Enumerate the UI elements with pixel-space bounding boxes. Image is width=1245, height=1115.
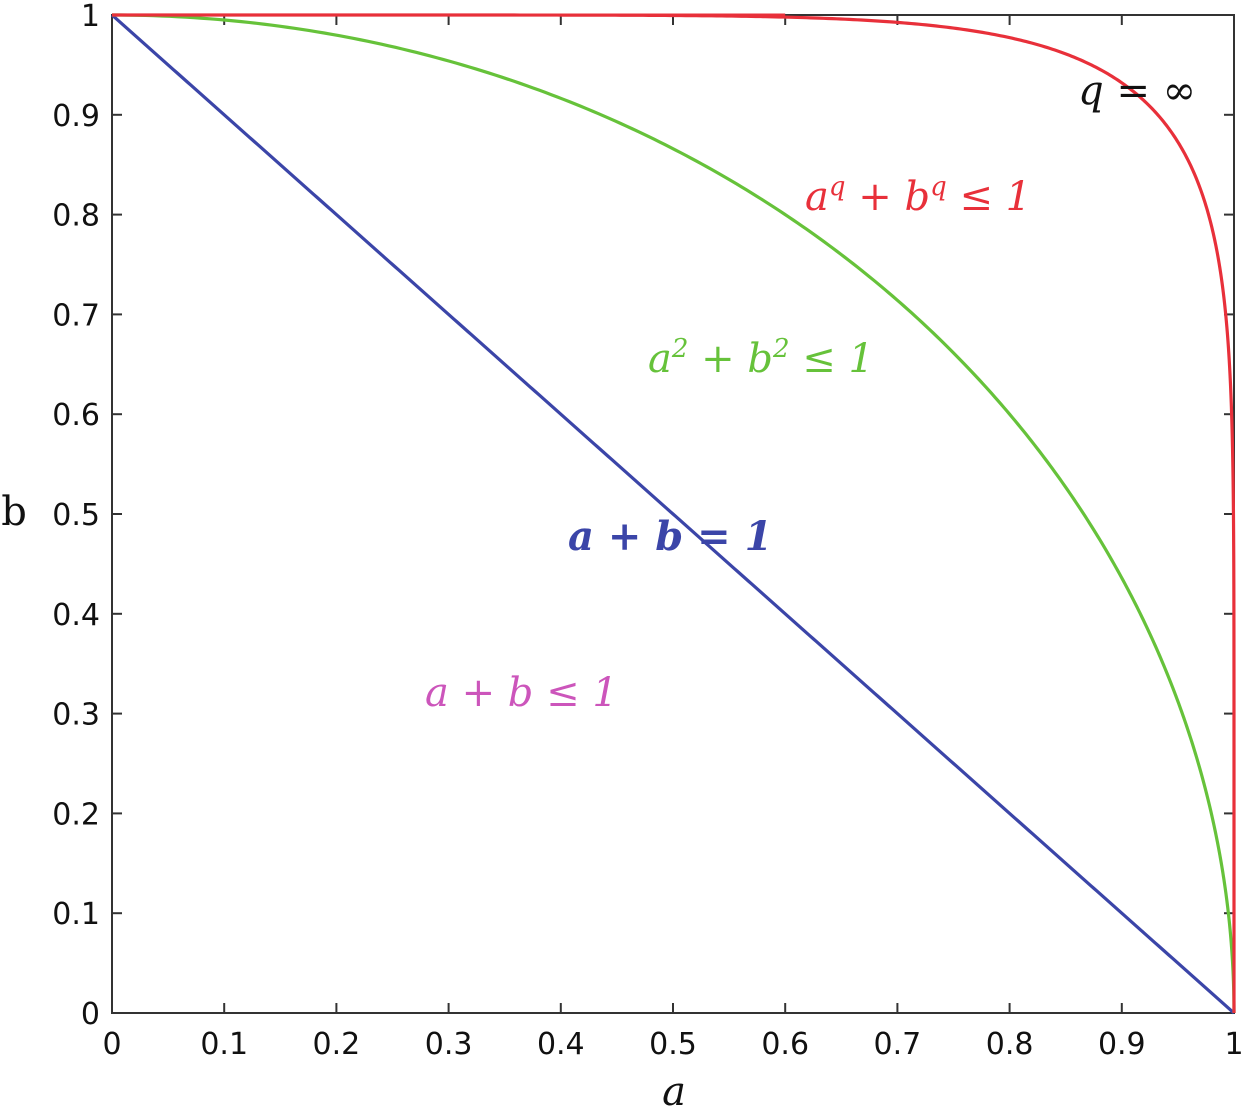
x-tick-label: 0.9 [1098, 1027, 1146, 1062]
y-tick-label: 0 [81, 997, 100, 1032]
annotation-line-equality: a + b = 1 [568, 513, 772, 560]
x-tick-label: 0.4 [537, 1027, 585, 1062]
y-tick-label: 0.4 [52, 598, 100, 633]
x-tick-label: 0.5 [649, 1027, 697, 1062]
annotation-l1-region: a + b ≤ 1 [425, 670, 618, 716]
y-tick-label: 0.7 [52, 298, 100, 333]
y-tick-label: 0.3 [52, 698, 100, 733]
y-axis-label: b [1, 489, 27, 535]
series-layer [110, 13, 1236, 1015]
y-tick-label: 1 [81, 0, 100, 34]
y-tick-label: 0.5 [52, 498, 100, 533]
annotation-q-norm: aq + bq ≤ 1 [805, 172, 1031, 220]
x-axis: 0 0.1 0.2 0.3 0.4 0.5 0.6 0.7 0.8 0.9 1 [102, 15, 1244, 1062]
y-tick-label: 0.8 [52, 199, 100, 234]
x-axis-label: a [662, 1069, 686, 1115]
annotation-l2-norm: a2 + b2 ≤ 1 [648, 334, 874, 382]
x-tick-label: 0 [102, 1027, 121, 1062]
y-tick-label: 0.1 [52, 897, 100, 932]
series-line-2 [111, 13, 1236, 1013]
x-tick-label: 0.1 [200, 1027, 248, 1062]
x-tick-label: 0.3 [425, 1027, 473, 1062]
y-axis: 0 0.1 0.2 0.3 0.4 0.5 0.6 0.7 0.8 0.9 1 [52, 0, 1234, 1032]
annotation-q-infinity: q = ∞ [1078, 68, 1196, 114]
x-tick-label: 1 [1224, 1027, 1243, 1062]
x-tick-label: 0.8 [986, 1027, 1034, 1062]
y-tick-label: 0.6 [52, 398, 100, 433]
x-tick-label: 0.7 [874, 1027, 922, 1062]
x-tick-label: 0.6 [761, 1027, 809, 1062]
y-tick-label: 0.9 [52, 99, 100, 134]
y-tick-label: 0.2 [52, 797, 100, 832]
x-tick-label: 0.2 [313, 1027, 361, 1062]
series-line-1 [110, 13, 1236, 1015]
